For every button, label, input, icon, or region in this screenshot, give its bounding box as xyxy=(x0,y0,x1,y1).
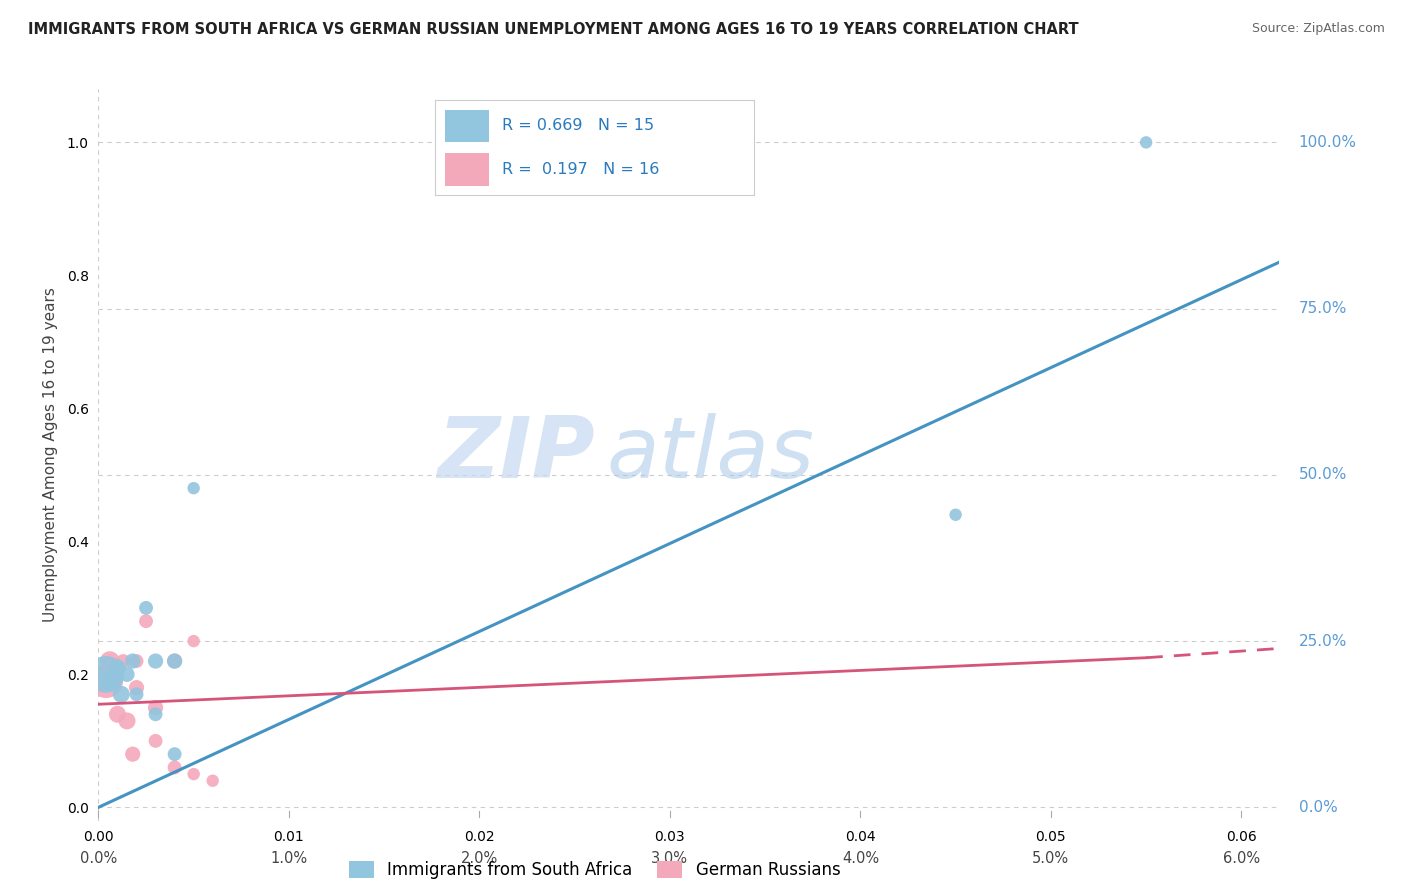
Point xyxy=(163,654,186,668)
Point xyxy=(94,673,117,688)
Point xyxy=(135,614,157,628)
Text: 5.0%: 5.0% xyxy=(1032,851,1070,865)
Text: 75.0%: 75.0% xyxy=(1299,301,1347,316)
Text: 100.0%: 100.0% xyxy=(1299,135,1357,150)
Point xyxy=(163,747,186,761)
Text: ZIP: ZIP xyxy=(437,413,595,497)
Point xyxy=(107,707,129,722)
Point xyxy=(183,767,205,781)
Point xyxy=(145,700,167,714)
Point xyxy=(183,481,205,495)
Point xyxy=(125,654,148,668)
Text: atlas: atlas xyxy=(606,413,814,497)
Text: 0.0%: 0.0% xyxy=(80,851,117,865)
Point xyxy=(112,654,135,668)
Point xyxy=(163,760,186,774)
Point xyxy=(201,773,224,788)
Point xyxy=(183,634,205,648)
Point xyxy=(125,681,148,695)
Text: 2.0%: 2.0% xyxy=(461,851,498,865)
Text: 0.0%: 0.0% xyxy=(1299,800,1337,814)
Point xyxy=(145,654,167,668)
Point xyxy=(145,707,167,722)
Text: 4.0%: 4.0% xyxy=(842,851,879,865)
Text: IMMIGRANTS FROM SOUTH AFRICA VS GERMAN RUSSIAN UNEMPLOYMENT AMONG AGES 16 TO 19 : IMMIGRANTS FROM SOUTH AFRICA VS GERMAN R… xyxy=(28,22,1078,37)
Point xyxy=(1135,136,1157,150)
Legend: Immigrants from South Africa, German Russians: Immigrants from South Africa, German Rus… xyxy=(342,854,846,886)
Point xyxy=(145,734,167,748)
Y-axis label: Unemployment Among Ages 16 to 19 years: Unemployment Among Ages 16 to 19 years xyxy=(44,287,59,623)
Point xyxy=(945,508,967,522)
Point xyxy=(125,687,148,701)
Point xyxy=(163,654,186,668)
Point xyxy=(98,673,121,688)
Point xyxy=(115,667,138,681)
Point xyxy=(107,661,129,675)
Point xyxy=(121,654,143,668)
Point xyxy=(115,714,138,728)
Text: 3.0%: 3.0% xyxy=(651,851,689,865)
Text: 1.0%: 1.0% xyxy=(270,851,308,865)
Point xyxy=(110,687,132,701)
Text: 25.0%: 25.0% xyxy=(1299,633,1347,648)
Point xyxy=(98,654,121,668)
Point xyxy=(121,747,143,761)
Text: 6.0%: 6.0% xyxy=(1223,851,1260,865)
Point xyxy=(94,667,117,681)
Text: Source: ZipAtlas.com: Source: ZipAtlas.com xyxy=(1251,22,1385,36)
Point xyxy=(135,600,157,615)
Text: 50.0%: 50.0% xyxy=(1299,467,1347,483)
